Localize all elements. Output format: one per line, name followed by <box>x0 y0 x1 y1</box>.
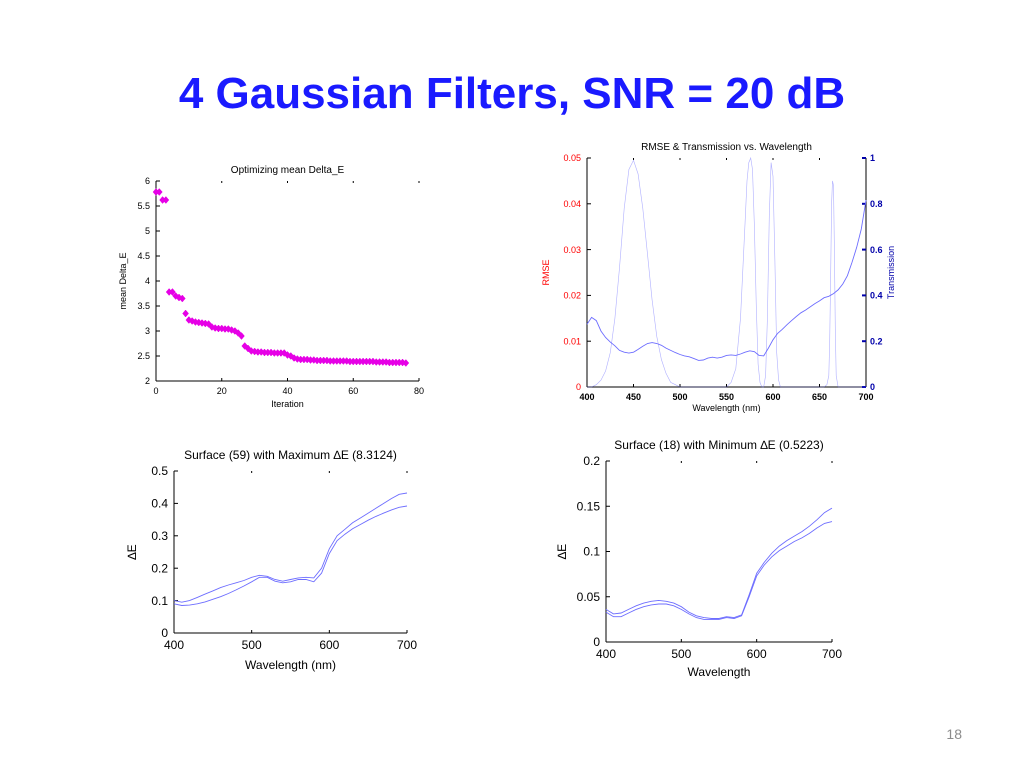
data-point <box>238 332 245 340</box>
x-tick-label: 550 <box>719 392 734 402</box>
x-axis-label: Wavelength <box>688 665 751 679</box>
y-tick-label: 0.15 <box>577 499 601 513</box>
data-point <box>182 309 189 318</box>
data-point <box>155 188 163 196</box>
x-tick-label: 450 <box>626 392 641 402</box>
y-axis-label: ∆E <box>125 544 139 559</box>
x-tick-label: 400 <box>164 638 184 652</box>
y-tick-label: 0.5 <box>151 464 168 478</box>
x-axis-label: Wavelength (nm) <box>245 658 336 672</box>
y-tick-label: 5 <box>145 226 150 236</box>
chart-title: RMSE & Transmission vs. Wavelength <box>641 142 812 153</box>
y-tick-label: 0 <box>161 626 168 640</box>
x-tick-label: 400 <box>579 392 594 402</box>
y-tick-label: 5.5 <box>137 201 150 211</box>
y-tick-label: 0.04 <box>563 199 581 209</box>
data-point <box>178 294 186 303</box>
data-point <box>287 352 295 360</box>
y-axis-right-label: Transmission <box>886 246 896 299</box>
y-tick-label: 0.2 <box>583 454 600 468</box>
data-point <box>234 329 242 337</box>
x-tick-label: 700 <box>822 647 842 661</box>
series-line-transmission <box>587 156 866 388</box>
y-tick-label: 0.03 <box>563 245 581 255</box>
y-tick-label: 0.02 <box>563 291 581 301</box>
y-tick-label: 0 <box>576 382 581 392</box>
y-right-tick-label: 0.2 <box>870 336 883 346</box>
y-tick-label: 2 <box>145 376 150 386</box>
x-tick-label: 60 <box>348 386 358 396</box>
x-tick-label: 20 <box>217 386 227 396</box>
series-line-1 <box>173 492 408 603</box>
y-axis-label: mean Delta_E <box>118 252 128 309</box>
y-right-tick-label: 0.4 <box>870 291 883 301</box>
y-tick-label: 4.5 <box>137 251 150 261</box>
x-tick-label: 400 <box>596 647 616 661</box>
y-axis-label: RMSE <box>541 259 551 285</box>
y-tick-label: 0.4 <box>151 497 168 511</box>
y-tick-label: 0.05 <box>563 153 581 163</box>
series-line-2 <box>605 521 833 620</box>
x-tick-label: 650 <box>812 392 827 402</box>
x-tick-label: 0 <box>153 386 158 396</box>
x-axis-label: Wavelength (nm) <box>692 403 760 413</box>
chart-title: Surface (18) with Minimum ∆E (0.5223) <box>614 438 823 452</box>
slide-number: 18 <box>946 726 962 742</box>
y-tick-label: 2.5 <box>137 351 150 361</box>
x-tick-label: 700 <box>858 392 873 402</box>
y-right-tick-label: 0.6 <box>870 245 883 255</box>
chart-title: Surface (59) with Maximum ∆E (8.3124) <box>184 448 397 462</box>
chart-title: Optimizing mean Delta_E <box>231 165 345 176</box>
y-right-tick-label: 0.8 <box>870 199 883 209</box>
y-tick-label: 0.05 <box>577 590 601 604</box>
x-tick-label: 500 <box>242 638 262 652</box>
y-tick-label: 6 <box>145 176 150 186</box>
y-tick-label: 0.1 <box>151 594 168 608</box>
y-tick-label: 3.5 <box>137 301 150 311</box>
y-tick-label: 0.3 <box>151 529 168 543</box>
y-tick-label: 3 <box>145 326 150 336</box>
y-right-tick-label: 1 <box>870 153 875 163</box>
x-axis-label: Iteration <box>271 399 304 409</box>
series-line-1 <box>605 507 833 619</box>
data-point <box>402 359 410 367</box>
x-tick-label: 500 <box>671 647 691 661</box>
data-point <box>169 288 176 296</box>
series-line-1 <box>586 200 867 361</box>
x-tick-label: 80 <box>414 386 424 396</box>
slide-title: 4 Gaussian Filters, SNR = 20 dB <box>178 69 846 118</box>
y-tick-label: 0.01 <box>563 336 581 346</box>
x-tick-label: 500 <box>672 392 687 402</box>
y-axis-label: ∆E <box>555 544 569 559</box>
x-tick-label: 700 <box>397 638 417 652</box>
y-tick-label: 0.2 <box>151 561 168 575</box>
x-tick-label: 40 <box>282 386 292 396</box>
x-tick-label: 600 <box>319 638 339 652</box>
x-tick-label: 600 <box>765 392 780 402</box>
data-point <box>162 196 170 204</box>
series-line-2 <box>173 505 408 606</box>
y-right-tick-label: 0 <box>870 382 875 392</box>
y-tick-label: 0.1 <box>583 545 600 559</box>
x-tick-label: 600 <box>747 647 767 661</box>
y-tick-label: 4 <box>145 276 150 286</box>
y-tick-label: 0 <box>593 635 600 649</box>
